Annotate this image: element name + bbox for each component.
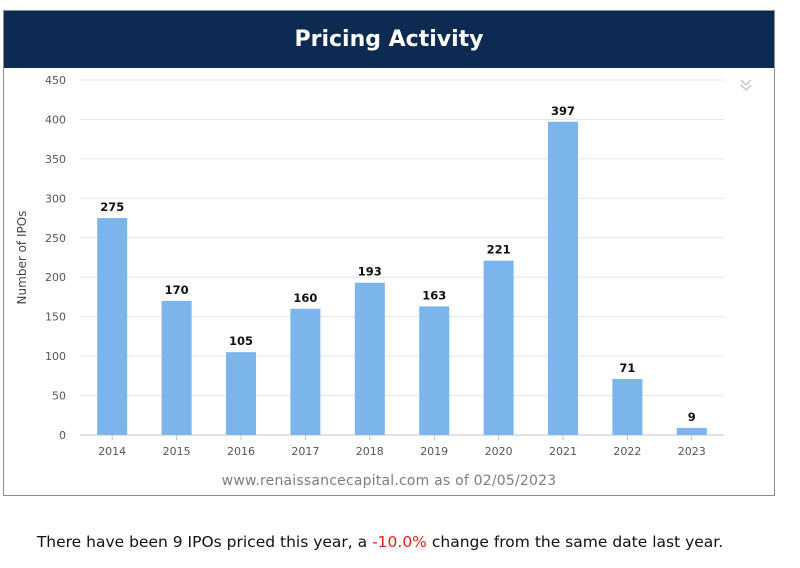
bar bbox=[548, 121, 578, 436]
summary-suffix: change from the same date last year. bbox=[426, 533, 724, 551]
x-tick-label: 2015 bbox=[163, 445, 191, 458]
data-label: 71 bbox=[619, 361, 635, 375]
x-tick-label: 2014 bbox=[98, 445, 126, 458]
y-tick-label: 100 bbox=[45, 350, 66, 363]
y-tick-label: 400 bbox=[45, 113, 66, 126]
x-tick-label: 2016 bbox=[227, 445, 255, 458]
y-tick-label: 300 bbox=[45, 192, 66, 205]
data-label: 105 bbox=[229, 334, 253, 348]
x-tick-label: 2019 bbox=[420, 445, 448, 458]
bar bbox=[419, 306, 450, 435]
bar bbox=[676, 427, 707, 435]
summary-prefix: There have been 9 IPOs priced this year,… bbox=[36, 533, 373, 551]
y-axis-title: Number of IPOs bbox=[15, 211, 29, 305]
change-percent: -10.0% bbox=[372, 533, 427, 551]
bar bbox=[97, 218, 128, 435]
bar-chart: 0 50 100 150 200 250 300 350 400 450 Number of IPO… bbox=[15, 74, 724, 458]
data-label: 193 bbox=[358, 265, 382, 279]
y-tick-label: 350 bbox=[45, 153, 66, 166]
x-tick-label: 2023 bbox=[678, 445, 706, 458]
y-tick-label: 0 bbox=[59, 429, 66, 442]
y-tick-label: 450 bbox=[45, 74, 66, 87]
data-label: 170 bbox=[165, 283, 189, 297]
double-chevron-down-icon[interactable] bbox=[738, 77, 754, 93]
chart-panel: Pricing Activity 0 50 100 150 200 250 300 350 40… bbox=[3, 10, 775, 496]
y-tick-label: 250 bbox=[45, 232, 66, 245]
data-label: 163 bbox=[422, 288, 446, 302]
x-tick-label: 2022 bbox=[613, 445, 641, 458]
x-tick-label: 2017 bbox=[291, 445, 319, 458]
bar bbox=[483, 260, 514, 435]
chart-title: Pricing Activity bbox=[294, 27, 484, 52]
data-label: 9 bbox=[688, 410, 696, 424]
bar bbox=[290, 308, 321, 435]
data-label: 275 bbox=[100, 200, 124, 214]
y-tick-label: 50 bbox=[52, 390, 66, 403]
y-tick-label: 200 bbox=[45, 271, 66, 284]
summary-text: There have been 9 IPOs priced this year,… bbox=[0, 533, 760, 551]
bar bbox=[161, 300, 192, 435]
x-tick-label: 2021 bbox=[549, 445, 577, 458]
chart-header: Pricing Activity bbox=[4, 11, 774, 68]
x-tick-label: 2020 bbox=[485, 445, 513, 458]
y-tick-label: 150 bbox=[45, 311, 66, 324]
x-tick-label: 2018 bbox=[356, 445, 384, 458]
bar bbox=[354, 282, 385, 435]
bar bbox=[226, 352, 256, 435]
source-text: www.renaissancecapital.com as of 02/05/2… bbox=[221, 473, 557, 489]
data-label: 397 bbox=[551, 104, 575, 118]
data-label: 221 bbox=[487, 243, 511, 257]
data-label: 160 bbox=[293, 291, 317, 305]
bar bbox=[612, 378, 643, 435]
